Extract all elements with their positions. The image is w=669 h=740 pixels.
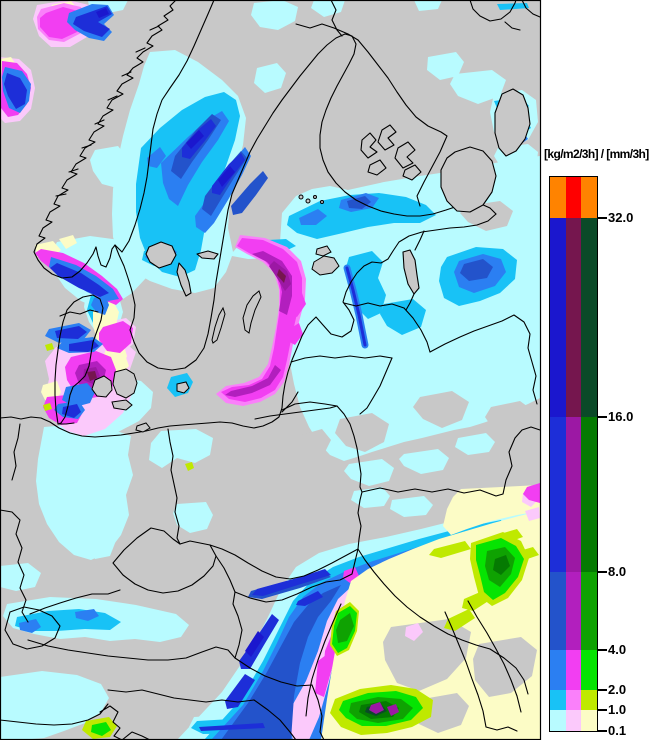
legend-row — [550, 650, 598, 690]
legend-tick-label: 32.0 — [608, 209, 634, 225]
legend-tick — [598, 416, 607, 418]
legend-cell-middle — [565, 710, 582, 731]
legend-row — [550, 572, 598, 650]
legend-cell-middle — [565, 572, 582, 650]
country-borders-layer — [0, 0, 541, 740]
legend-cell-right — [581, 690, 598, 710]
legend-cell-left — [550, 177, 566, 218]
legend-cell-left — [550, 218, 566, 417]
legend-tick-label: 16.0 — [608, 408, 634, 424]
legend-tick — [598, 709, 607, 711]
legend-tick-label: 2.0 — [608, 681, 627, 697]
legend-tick-label: 8.0 — [608, 563, 627, 579]
legend-cell-middle — [565, 690, 582, 710]
legend-cell-left — [550, 690, 566, 710]
legend-color-bar — [549, 176, 598, 732]
legend-cell-middle — [565, 218, 582, 417]
legend-cell-left — [550, 710, 566, 731]
legend-tick — [598, 730, 607, 732]
coastline-layer — [0, 0, 541, 740]
legend-row — [550, 690, 598, 710]
legend-cell-right — [581, 650, 598, 690]
legend-cell-left — [550, 572, 566, 650]
legend-row — [550, 218, 598, 417]
legend-cell-right — [581, 710, 598, 731]
legend-tick — [598, 571, 607, 573]
legend-tick — [598, 217, 607, 219]
legend-tick — [598, 689, 607, 691]
legend-tick — [598, 649, 607, 651]
legend-cell-left — [550, 417, 566, 572]
legend-row — [550, 417, 598, 572]
legend-tick-label: 0.1 — [608, 722, 627, 738]
legend-cell-right — [581, 177, 598, 218]
lakes-layer — [145, 88, 531, 297]
legend-cell-middle — [565, 417, 582, 572]
legend-row — [550, 177, 598, 218]
legend-title: [kg/m2/3h] / [mm/3h] — [544, 147, 649, 161]
legend-cell-middle — [565, 650, 582, 690]
legend-row — [550, 710, 598, 731]
legend-cell-right — [581, 218, 598, 417]
legend-tick-label: 4.0 — [608, 641, 627, 657]
legend-cell-right — [581, 417, 598, 572]
legend-tick-label: 1.0 — [608, 701, 627, 717]
legend-cell-left — [550, 650, 566, 690]
legend-cell-right — [581, 572, 598, 650]
weather-map — [0, 0, 542, 740]
precipitation-layer — [0, 0, 540, 740]
legend-cell-middle — [565, 177, 582, 218]
